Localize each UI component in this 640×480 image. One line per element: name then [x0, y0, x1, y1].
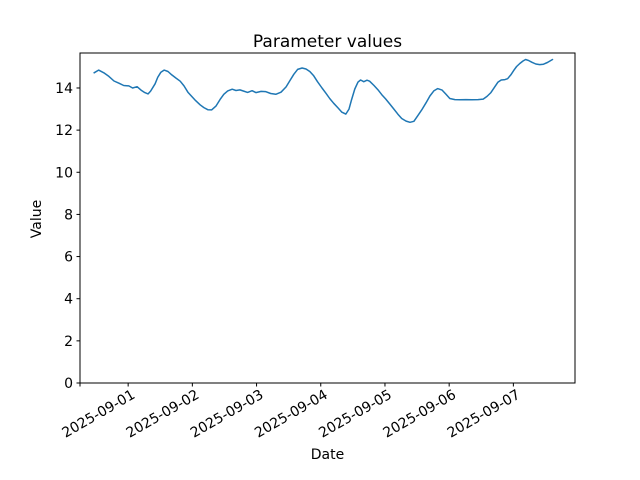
y-tick-label: 2: [64, 334, 73, 350]
y-tick-label: 14: [55, 81, 73, 97]
x-axis-label: Date: [310, 447, 345, 463]
y-tick-label: 12: [55, 123, 73, 139]
x-tick-label: 2025-09-07: [445, 387, 523, 442]
y-tick-label: 4: [64, 292, 73, 308]
y-tick-label: 8: [64, 207, 73, 223]
data-series-line: [93, 58, 554, 124]
y-tick-label: 0: [64, 376, 73, 392]
axes-frame: [79, 52, 576, 384]
y-axis-label: Value: [29, 199, 45, 239]
y-tick-label: 10: [55, 165, 73, 181]
chart-title: Parameter values: [252, 32, 403, 52]
y-tick-label: 6: [64, 250, 73, 266]
